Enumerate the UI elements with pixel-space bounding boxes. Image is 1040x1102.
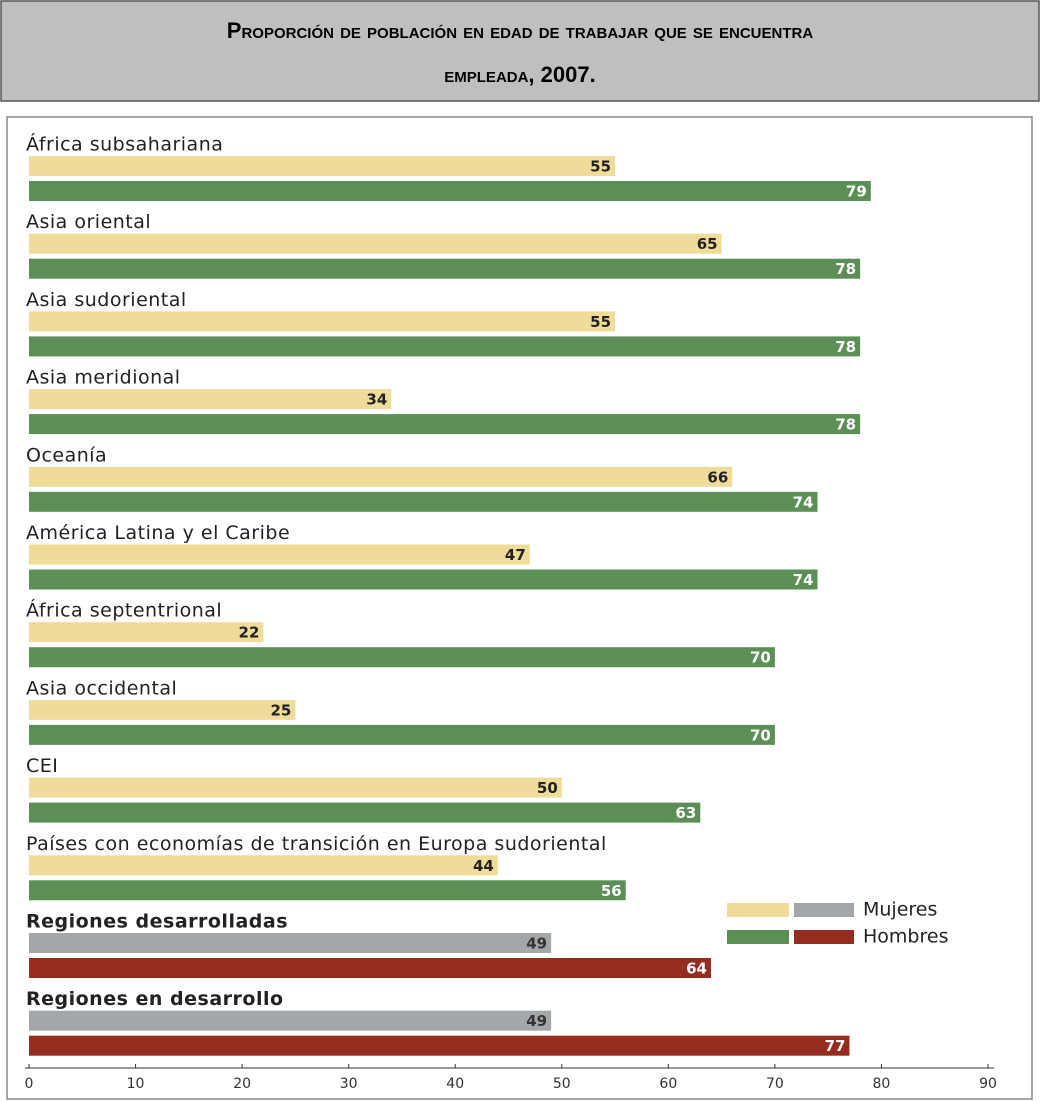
value-label: 74 — [793, 571, 814, 589]
legend-swatch — [727, 903, 789, 917]
bar — [29, 622, 264, 643]
bar — [29, 777, 562, 798]
value-label: 56 — [601, 882, 622, 900]
bar — [29, 1035, 850, 1056]
value-label: 70 — [750, 726, 771, 744]
bar — [29, 802, 701, 823]
value-label: 78 — [835, 338, 856, 356]
bar — [29, 855, 498, 876]
value-label: 44 — [473, 857, 494, 875]
category-label: Oceanía — [26, 444, 107, 466]
value-label: 50 — [537, 779, 558, 797]
value-label: 55 — [590, 313, 611, 331]
x-tick-label: 80 — [873, 1076, 891, 1092]
bar — [29, 181, 871, 201]
category-label: Regiones en desarrollo — [26, 988, 284, 1010]
bar — [29, 491, 818, 512]
value-label: 63 — [675, 804, 696, 822]
bar — [29, 466, 733, 487]
category-label: África septentrional — [26, 599, 222, 622]
category-label: América Latina y el Caribe — [26, 522, 290, 544]
bar — [29, 699, 296, 720]
category-label: Asia oriental — [26, 211, 151, 233]
bar — [29, 1010, 552, 1031]
x-tick-label: 30 — [340, 1076, 358, 1092]
bar — [29, 933, 552, 953]
x-tick-label: 90 — [979, 1076, 997, 1092]
value-label: 79 — [846, 183, 867, 201]
value-label: 55 — [590, 158, 611, 176]
bar — [29, 233, 722, 254]
x-tick-label: 70 — [766, 1076, 784, 1092]
value-label: 77 — [825, 1037, 846, 1055]
value-label: 25 — [271, 701, 292, 719]
x-tick-label: 40 — [446, 1076, 464, 1092]
bar — [29, 311, 616, 332]
category-label: CEI — [26, 755, 58, 777]
category-label: Asia occidental — [26, 677, 177, 699]
x-tick-label: 50 — [553, 1076, 571, 1092]
bar — [29, 880, 626, 901]
value-label: 70 — [750, 649, 771, 667]
value-label: 78 — [835, 416, 856, 434]
bar — [29, 958, 711, 978]
chart-title: Proporción de población en edad de traba… — [227, 18, 814, 87]
value-label: 78 — [835, 260, 856, 278]
bar — [29, 544, 530, 565]
value-label: 65 — [697, 235, 718, 253]
value-label: 47 — [505, 546, 526, 564]
category-label: Asia meridional — [26, 367, 181, 389]
value-label: 34 — [366, 391, 387, 409]
bar — [29, 724, 775, 745]
x-tick-label: 60 — [659, 1076, 677, 1092]
x-tick-label: 0 — [25, 1076, 34, 1092]
value-label: 22 — [239, 624, 260, 642]
title-box — [0, 0, 1040, 102]
bar — [29, 389, 392, 410]
bar — [29, 569, 818, 590]
bar — [29, 414, 861, 435]
value-label: 74 — [793, 493, 814, 511]
bar — [29, 258, 861, 279]
x-tick-label: 10 — [127, 1076, 145, 1092]
title-line: empleada, 2007. — [444, 62, 595, 87]
value-label: 49 — [526, 1012, 547, 1030]
category-label: Países con economías de transición en Eu… — [26, 833, 607, 855]
category-label: África subsahariana — [26, 133, 223, 156]
legend-label: Hombres — [863, 926, 948, 948]
value-label: 64 — [686, 960, 707, 978]
category-label: Asia sudoriental — [26, 289, 187, 311]
legend-swatch — [794, 930, 854, 944]
legend-swatch — [794, 903, 854, 917]
title-line: Proporción de población en edad de traba… — [227, 18, 814, 43]
value-label: 49 — [526, 935, 547, 953]
bar — [29, 336, 861, 357]
value-label: 66 — [707, 468, 728, 486]
legend-swatch — [727, 930, 789, 944]
x-tick-label: 20 — [233, 1076, 251, 1092]
bar — [29, 647, 775, 668]
bar — [29, 156, 616, 176]
category-label: Regiones desarrolladas — [26, 911, 288, 933]
legend-label: Mujeres — [863, 899, 937, 921]
